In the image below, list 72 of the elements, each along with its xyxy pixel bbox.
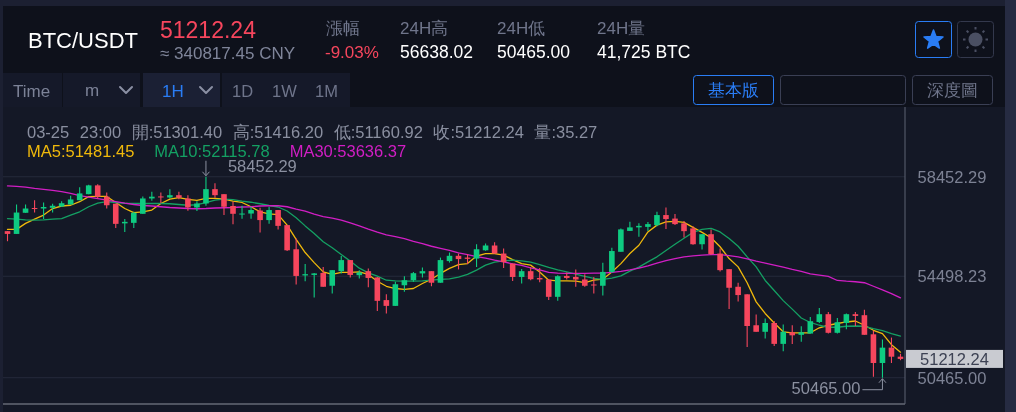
text: MA10:52115.78 — [154, 142, 270, 160]
candlestick — [158, 191, 164, 204]
text: 漲幅 — [326, 19, 360, 38]
candlestick — [473, 243, 480, 268]
candlestick — [726, 268, 732, 310]
text: -9.03% — [325, 43, 379, 62]
candlestick — [735, 282, 741, 303]
candlestick — [212, 182, 218, 199]
candlestick — [392, 281, 399, 307]
text: 24H量 — [597, 19, 646, 38]
candlestick — [194, 200, 200, 212]
text: 1H — [162, 82, 184, 101]
text: 基本版 — [708, 81, 759, 100]
text: 1D — [232, 82, 254, 100]
text: 24H低 — [497, 19, 546, 38]
candlestick — [609, 247, 615, 274]
candlestick — [545, 278, 552, 301]
candlestick — [221, 193, 227, 216]
candlestick — [167, 188, 173, 199]
candlestick — [275, 209, 281, 230]
candlestick — [690, 225, 696, 246]
text: ≈ 340817.45 CNY — [160, 44, 296, 63]
candlestick — [112, 203, 119, 229]
candlestick — [708, 228, 714, 256]
candlestick — [365, 267, 372, 288]
candlestick — [176, 191, 182, 200]
text: 50465.00 — [497, 42, 571, 62]
text: 51212.24 — [160, 17, 257, 43]
candlestick — [374, 276, 381, 312]
text: 深度圖 — [927, 81, 978, 100]
y-tick-label: 50465.00 — [917, 368, 987, 387]
candlestick — [248, 206, 254, 220]
candlestick — [861, 309, 868, 336]
candlestick — [437, 257, 444, 284]
candlestick — [645, 221, 651, 232]
text: 03-25 23:00 開:51301.40 高:51416.20 低:51160.92 收:51212.24 量:35.27 — [27, 123, 598, 141]
candlestick — [627, 221, 633, 232]
candlestick — [230, 201, 236, 225]
candlestick — [239, 205, 245, 220]
candlestick — [825, 311, 832, 335]
candlestick — [717, 247, 723, 272]
candlestick — [618, 227, 624, 253]
candlestick — [771, 320, 778, 347]
text: 24H高 — [400, 19, 449, 38]
text: 1W — [272, 82, 298, 100]
text: Time — [13, 82, 51, 101]
y-tick-label: 54498.23 — [917, 267, 987, 286]
candlestick — [203, 176, 209, 207]
candlestick — [762, 317, 768, 340]
candlestick — [383, 293, 390, 314]
text: MA5:51481.45 — [27, 142, 135, 160]
candlestick — [780, 323, 787, 352]
candlestick — [663, 206, 669, 230]
candlestick — [311, 272, 317, 299]
text: 51212.24 — [920, 349, 989, 368]
annotation: 50465.00 — [791, 378, 861, 397]
candlestick — [329, 269, 336, 295]
candlestick — [554, 274, 561, 302]
text: MA30:53636.37 — [289, 142, 407, 160]
chart-title: BTC/USDT — [28, 28, 138, 53]
candlestick — [789, 324, 796, 345]
text: m — [85, 81, 100, 100]
text: 41,725 BTC — [597, 42, 691, 62]
candlestick — [257, 207, 263, 233]
y-tick-label: 58452.29 — [917, 167, 987, 186]
candlestick — [672, 213, 678, 226]
text: 56638.02 — [400, 42, 473, 62]
candlestick — [600, 262, 606, 297]
candlestick — [320, 266, 327, 288]
text: 1M — [315, 82, 338, 100]
annotation: 58452.29 — [227, 157, 297, 176]
line-series — [6, 185, 902, 299]
